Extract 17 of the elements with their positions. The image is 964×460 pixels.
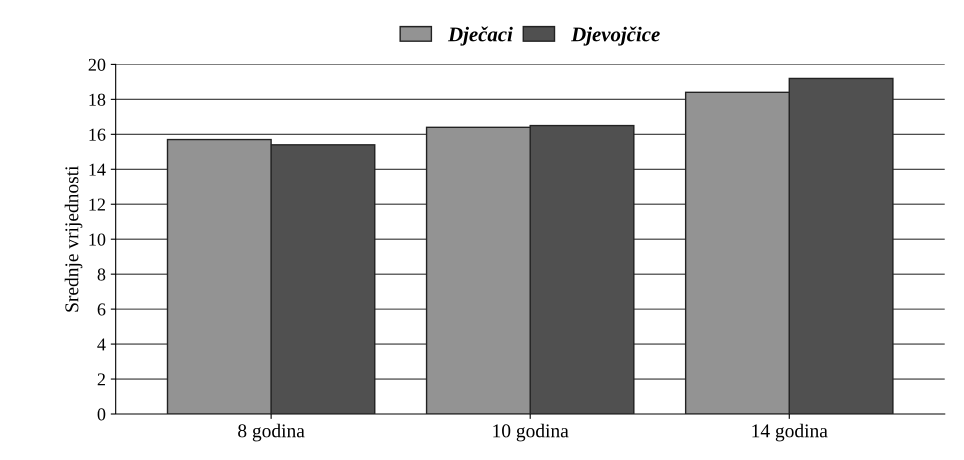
y-tick-label: 4 — [97, 338, 106, 350]
y-tick-label: 10 — [89, 233, 106, 246]
y-tick-label: 18 — [89, 94, 106, 106]
y-tick-label: 8 — [98, 268, 106, 281]
y-tick-label: 16 — [89, 128, 106, 141]
legend-label: Djevojčice — [571, 26, 660, 46]
legend-label: Dječaci — [448, 26, 513, 46]
y-tick-label: 6 — [98, 303, 106, 316]
y-tick-label: 2 — [98, 373, 105, 386]
x-tick-label: 10 godina — [493, 424, 569, 442]
x-tick-label: 8 godina — [238, 424, 305, 442]
y-axis-title: Srednje vrijednosti — [64, 166, 82, 312]
y-tick-label: 0 — [98, 408, 106, 420]
y-tick-label: 20 — [88, 58, 106, 71]
y-tick-label: 14 — [89, 164, 106, 176]
y-tick-label: 12 — [89, 198, 105, 211]
x-tick-label: 14 godina — [752, 424, 828, 442]
